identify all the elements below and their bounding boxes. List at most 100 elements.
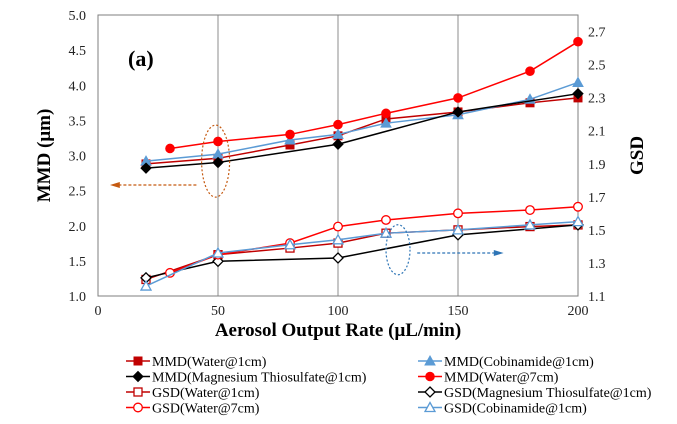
legend: MMD(Water@1cm) MMD(Cobinamide@1cm) MMD(Mag… bbox=[126, 354, 652, 417]
y2-tick-label: 1.1 bbox=[588, 290, 606, 305]
x-tick-label: 50 bbox=[211, 304, 225, 319]
data-point bbox=[573, 36, 583, 47]
data-point bbox=[381, 108, 391, 119]
y2-tick-label: 2.3 bbox=[588, 92, 606, 107]
data-point bbox=[525, 66, 535, 76]
series-3 bbox=[140, 87, 584, 174]
data-point bbox=[333, 119, 343, 130]
legend-marker bbox=[424, 354, 436, 366]
data-point bbox=[573, 201, 583, 212]
legend-marker bbox=[132, 370, 144, 383]
legend-label: GSD(Cobinamide@1cm) bbox=[444, 402, 587, 417]
series-line bbox=[145, 220, 579, 287]
y-tick-label: 2.0 bbox=[69, 220, 87, 235]
legend-label: MMD(Water@7cm) bbox=[444, 371, 559, 386]
data-point bbox=[380, 117, 392, 128]
x-tick-label: 200 bbox=[568, 304, 589, 319]
legend-marker bbox=[425, 371, 435, 382]
x-tick-label: 100 bbox=[328, 304, 349, 319]
data-point bbox=[283, 238, 297, 250]
series-7 bbox=[165, 201, 583, 278]
data-point bbox=[571, 215, 585, 227]
y-tick-label: 1.0 bbox=[69, 290, 87, 305]
series-line bbox=[145, 81, 579, 162]
y2-tick-label: 2.1 bbox=[588, 125, 606, 140]
plot-area bbox=[97, 14, 579, 297]
legend-entry: MMD(Magnesium Thiosulfate@1cm) bbox=[126, 371, 367, 386]
data-point bbox=[381, 215, 391, 225]
legend-entry: GSD(Cobinamide@1cm) bbox=[418, 401, 587, 417]
annotation-arrowhead-left bbox=[110, 182, 120, 189]
series-line bbox=[169, 205, 579, 274]
x-tick-label: 0 bbox=[95, 304, 102, 319]
annotation-ellipse-gsd bbox=[385, 224, 411, 276]
data-point bbox=[453, 208, 463, 219]
legend-label: MMD(Magnesium Thiosulfate@1cm) bbox=[152, 371, 367, 386]
annotation-ellipse-mmd bbox=[201, 124, 231, 198]
data-point bbox=[572, 76, 584, 87]
series-line bbox=[145, 224, 579, 281]
x-axis-ticks: 0 50 100 150 200 bbox=[95, 304, 589, 319]
data-point bbox=[284, 134, 296, 145]
y2-tick-label: 1.5 bbox=[588, 224, 606, 239]
legend-label: GSD(Water@7cm) bbox=[152, 402, 260, 417]
legend-marker bbox=[133, 402, 143, 413]
x-tick-label: 150 bbox=[448, 304, 469, 319]
legend-label: GSD(Water@1cm) bbox=[152, 386, 260, 401]
y-tick-label: 4.0 bbox=[69, 79, 87, 94]
legend-entry: MMD(Water@7cm) bbox=[418, 371, 559, 386]
series-4 bbox=[165, 36, 583, 154]
data-point bbox=[211, 246, 225, 258]
series-line bbox=[145, 224, 579, 279]
y2-tick-label: 1.9 bbox=[588, 158, 606, 173]
data-point bbox=[451, 223, 465, 235]
y2-tick-label: 2.5 bbox=[588, 59, 606, 74]
annotation-arrowhead-right bbox=[493, 250, 504, 257]
data-point bbox=[379, 226, 393, 238]
series-2 bbox=[140, 76, 584, 166]
y-tick-label: 2.5 bbox=[69, 185, 87, 200]
data-point bbox=[332, 252, 344, 264]
series-8 bbox=[139, 215, 585, 291]
y-tick-label: 4.5 bbox=[69, 44, 87, 59]
data-point bbox=[525, 205, 535, 215]
legend-marker bbox=[133, 387, 143, 397]
data-point bbox=[332, 128, 344, 139]
series-line bbox=[145, 97, 579, 165]
data-point bbox=[523, 218, 537, 230]
series-layer bbox=[139, 36, 585, 291]
data-point bbox=[572, 87, 584, 100]
y-tick-label: 1.5 bbox=[69, 255, 87, 270]
data-point bbox=[165, 143, 175, 154]
data-point bbox=[140, 162, 152, 174]
y-axis-left-title: MMD (μm) bbox=[34, 109, 55, 203]
y2-tick-label: 1.3 bbox=[588, 257, 606, 272]
panel-label: (a) bbox=[128, 46, 154, 71]
y-axis-left-ticks: 1.0 1.5 2.0 2.5 3.0 3.5 4.0 4.5 5.0 bbox=[69, 9, 87, 305]
legend-label: MMD(Water@1cm) bbox=[152, 355, 267, 370]
series-line bbox=[169, 41, 579, 150]
data-point bbox=[333, 221, 343, 232]
data-point bbox=[331, 233, 345, 245]
data-point bbox=[452, 106, 464, 118]
x-axis-title: Aerosol Output Rate (μL/min) bbox=[215, 320, 461, 341]
legend-entry: MMD(Water@1cm) bbox=[126, 355, 267, 370]
annotations bbox=[110, 124, 504, 276]
y-axis-right-title: GSD bbox=[627, 136, 648, 175]
y2-tick-label: 1.7 bbox=[588, 191, 606, 206]
legend-marker bbox=[133, 356, 143, 366]
data-point bbox=[213, 136, 223, 147]
legend-entry: MMD(Cobinamide@1cm) bbox=[418, 354, 594, 370]
y-axis-right-ticks: 1.1 1.3 1.5 1.7 1.9 2.1 2.3 2.5 2.7 bbox=[588, 26, 606, 305]
data-point bbox=[332, 138, 344, 150]
data-point bbox=[453, 93, 463, 103]
legend-label: MMD(Cobinamide@1cm) bbox=[444, 355, 594, 370]
legend-entry: GSD(Water@7cm) bbox=[126, 402, 260, 417]
data-point bbox=[285, 129, 295, 140]
legend-marker bbox=[423, 401, 437, 413]
y2-tick-label: 2.7 bbox=[588, 26, 606, 41]
data-point bbox=[139, 279, 153, 291]
legend-label: GSD(Magnesium Thiosulfate@1cm) bbox=[444, 386, 652, 401]
legend-entry: GSD(Magnesium Thiosulfate@1cm) bbox=[418, 386, 652, 401]
